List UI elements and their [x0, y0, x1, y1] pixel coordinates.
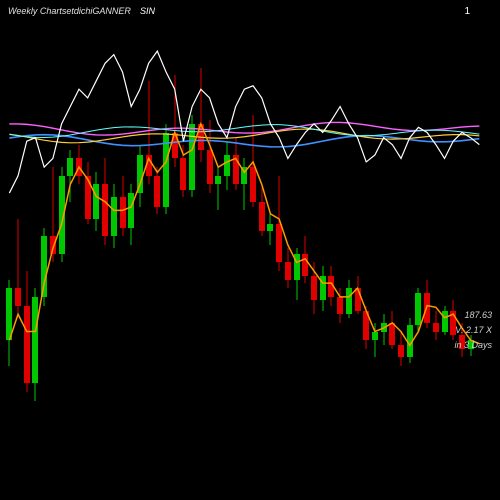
- info-price: 187.63: [464, 310, 492, 320]
- info-days: in 3 Days: [454, 340, 492, 350]
- candle: [381, 0, 387, 500]
- candle: [32, 0, 38, 500]
- candle: [355, 0, 361, 500]
- candle: [146, 0, 152, 500]
- candle: [363, 0, 369, 500]
- candle: [424, 0, 430, 500]
- candle: [285, 0, 291, 500]
- candle: [407, 0, 413, 500]
- candle: [67, 0, 73, 500]
- candle: [59, 0, 65, 500]
- candle: [15, 0, 21, 500]
- candle: [259, 0, 265, 500]
- candle: [24, 0, 30, 500]
- candle: [294, 0, 300, 500]
- candle: [346, 0, 352, 500]
- candlestick-chart: [0, 0, 500, 500]
- candle: [276, 0, 282, 500]
- candle: [433, 0, 439, 500]
- candle: [450, 0, 456, 500]
- candle: [267, 0, 273, 500]
- candle: [163, 0, 169, 500]
- candle: [302, 0, 308, 500]
- candle: [128, 0, 134, 500]
- candle: [6, 0, 12, 500]
- candle: [76, 0, 82, 500]
- info-volume: V: 2.17 X: [455, 325, 492, 335]
- candle: [311, 0, 317, 500]
- candle: [389, 0, 395, 500]
- candle: [337, 0, 343, 500]
- candle: [250, 0, 256, 500]
- candle: [372, 0, 378, 500]
- candle: [41, 0, 47, 500]
- candle: [215, 0, 221, 500]
- candle: [85, 0, 91, 500]
- candle: [328, 0, 334, 500]
- candle: [241, 0, 247, 500]
- candle: [50, 0, 56, 500]
- candle: [172, 0, 178, 500]
- candle: [180, 0, 186, 500]
- candle: [93, 0, 99, 500]
- candle: [198, 0, 204, 500]
- candle: [468, 0, 474, 500]
- candle: [459, 0, 465, 500]
- candle: [320, 0, 326, 500]
- candle: [120, 0, 126, 500]
- candle: [442, 0, 448, 500]
- candle: [189, 0, 195, 500]
- candle: [398, 0, 404, 500]
- candle: [224, 0, 230, 500]
- candle: [102, 0, 108, 500]
- candle: [154, 0, 160, 500]
- candle: [111, 0, 117, 500]
- candle: [415, 0, 421, 500]
- candle: [137, 0, 143, 500]
- candle: [207, 0, 213, 500]
- candle: [233, 0, 239, 500]
